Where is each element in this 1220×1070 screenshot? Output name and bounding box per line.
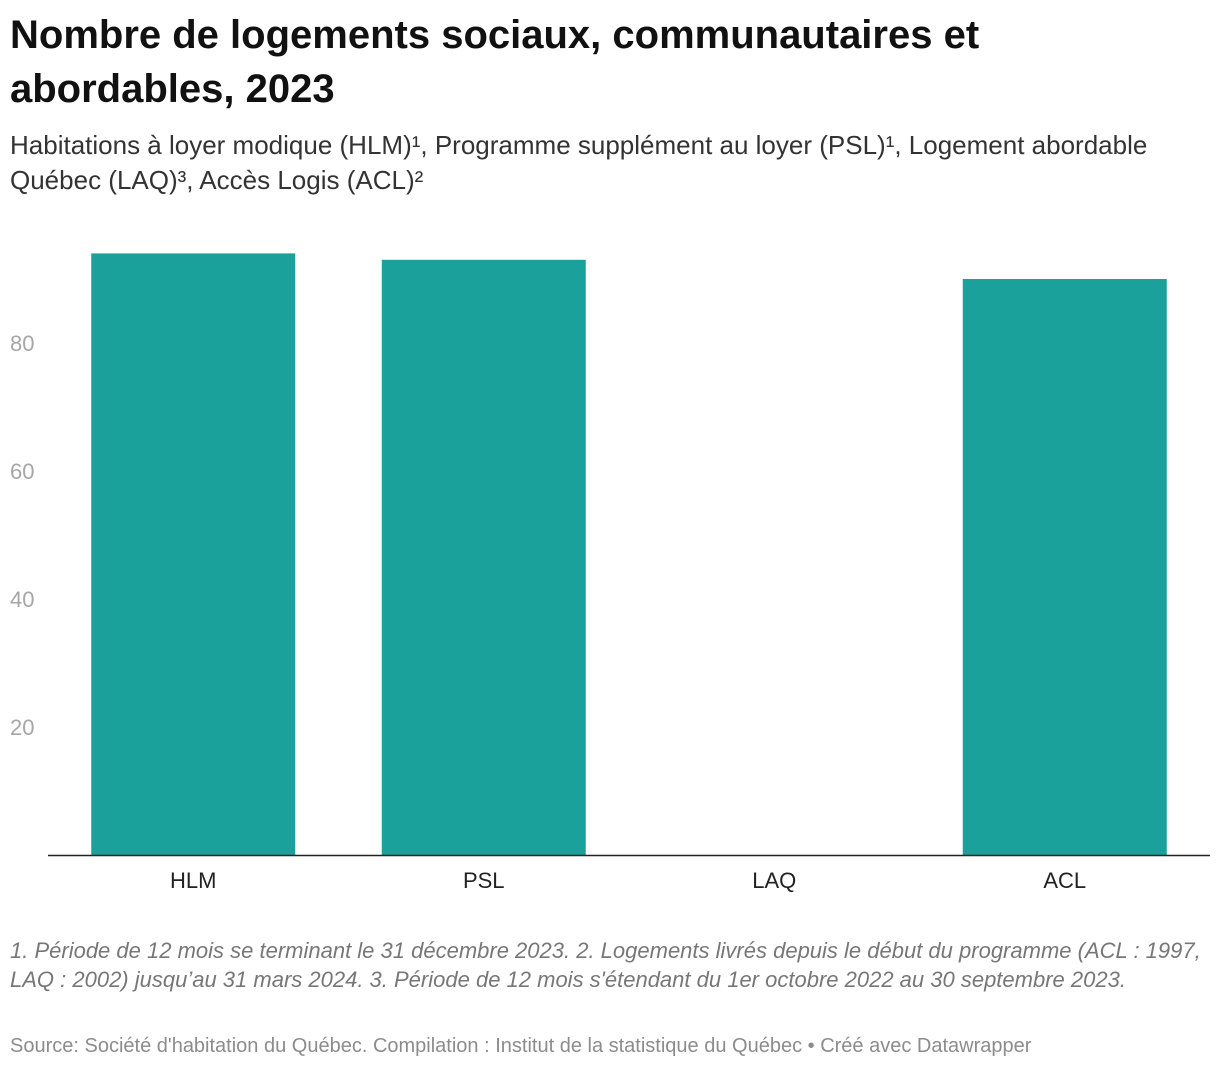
bar-chart: 20 40 60 80 HLM PSL LAQ ACL — [0, 220, 1220, 910]
chart-title: Nombre de logements sociaux, communautai… — [10, 8, 1160, 116]
x-tick-label-psl: PSL — [463, 868, 505, 893]
y-tick-label-80: 80 — [10, 331, 34, 356]
chart-source: Source: Société d'habitation du Québec. … — [10, 1033, 1210, 1059]
bar-psl — [382, 260, 586, 855]
y-tick-label-60: 60 — [10, 459, 34, 484]
x-axis-labels: HLM PSL LAQ ACL — [170, 868, 1086, 893]
x-tick-label-hlm: HLM — [170, 868, 216, 893]
y-axis-ticks: 20 40 60 80 — [10, 331, 34, 740]
y-tick-label-40: 40 — [10, 587, 34, 612]
chart-subtitle: Habitations à loyer modique (HLM)¹, Prog… — [10, 128, 1160, 198]
x-tick-label-acl: ACL — [1043, 868, 1086, 893]
bar-acl — [963, 279, 1167, 855]
chart-footnotes: 1. Période de 12 mois se terminant le 31… — [10, 936, 1210, 994]
y-tick-label-20: 20 — [10, 715, 34, 740]
x-tick-label-laq: LAQ — [752, 868, 796, 893]
bar-hlm — [91, 253, 295, 855]
bars-layer — [91, 253, 1167, 855]
